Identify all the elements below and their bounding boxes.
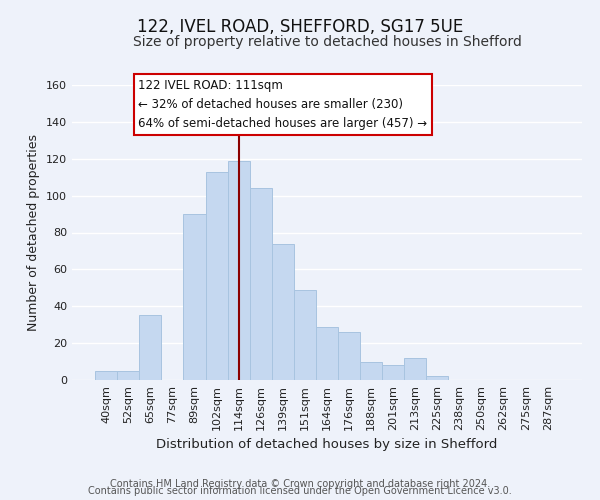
Text: Contains HM Land Registry data © Crown copyright and database right 2024.: Contains HM Land Registry data © Crown c…	[110, 479, 490, 489]
Bar	[382, 365, 404, 380]
Bar	[294, 290, 316, 380]
Text: 122 IVEL ROAD: 111sqm
← 32% of detached houses are smaller (230)
64% of semi-det: 122 IVEL ROAD: 111sqm ← 32% of detached …	[139, 79, 427, 130]
Bar	[360, 362, 382, 380]
Bar	[139, 316, 161, 380]
Text: Contains public sector information licensed under the Open Government Licence v3: Contains public sector information licen…	[88, 486, 512, 496]
Bar	[404, 358, 427, 380]
Bar	[316, 326, 338, 380]
Y-axis label: Number of detached properties: Number of detached properties	[28, 134, 40, 331]
Bar	[250, 188, 272, 380]
Bar	[184, 214, 206, 380]
Bar	[427, 376, 448, 380]
Bar	[95, 371, 117, 380]
Bar	[206, 172, 227, 380]
Bar	[272, 244, 294, 380]
Bar	[227, 160, 250, 380]
Title: Size of property relative to detached houses in Shefford: Size of property relative to detached ho…	[133, 35, 521, 49]
Text: 122, IVEL ROAD, SHEFFORD, SG17 5UE: 122, IVEL ROAD, SHEFFORD, SG17 5UE	[137, 18, 463, 36]
X-axis label: Distribution of detached houses by size in Shefford: Distribution of detached houses by size …	[157, 438, 497, 452]
Bar	[338, 332, 360, 380]
Bar	[117, 371, 139, 380]
